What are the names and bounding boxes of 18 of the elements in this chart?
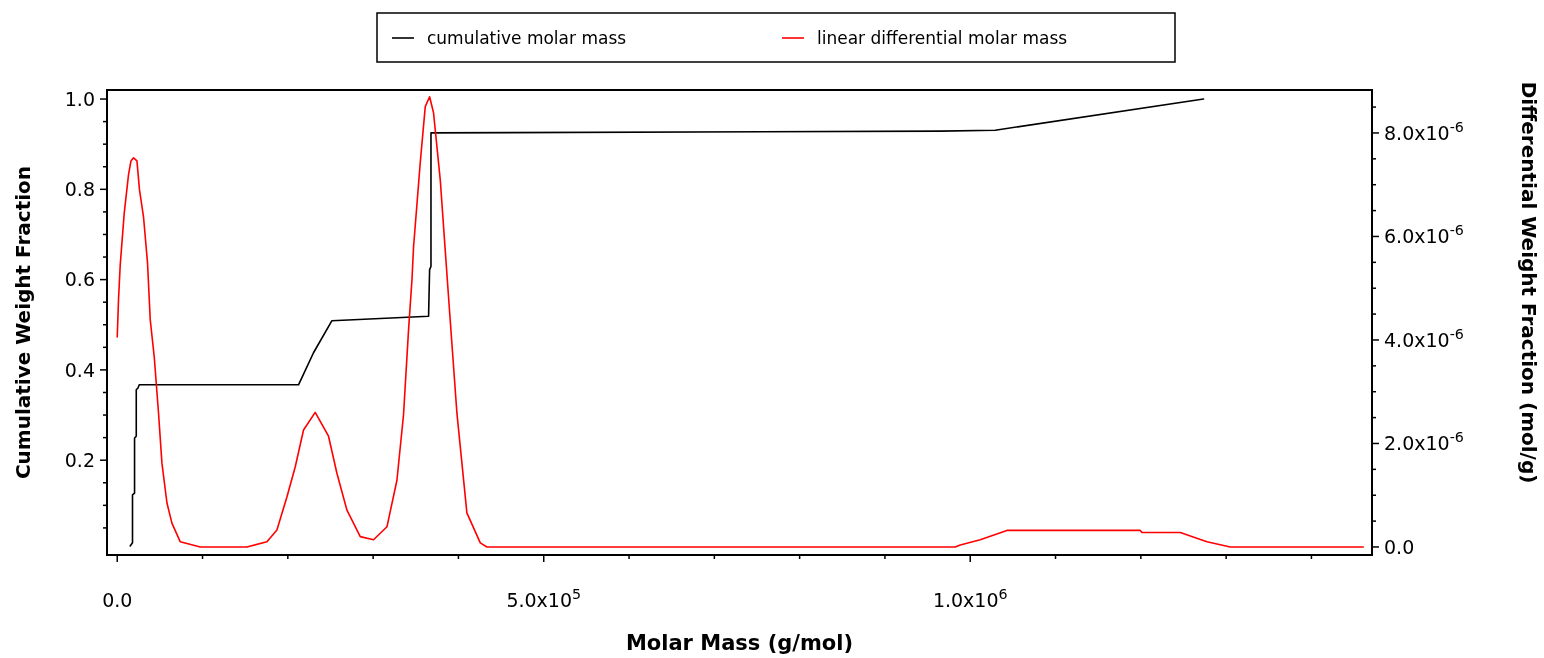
- y2-tick-label: 0.0: [1384, 535, 1415, 558]
- y2-tick-label: 2.0x10$^{-6}$: [1384, 429, 1464, 455]
- y2-tick-label: 8.0x10$^{-6}$: [1384, 118, 1464, 144]
- y-tick-label: 0.4: [64, 358, 95, 381]
- y-tick-label: 0.6: [64, 268, 95, 291]
- x-tick-label: 0.0: [102, 589, 133, 611]
- y-tick-label: 0.8: [64, 177, 95, 200]
- legend-label: linear differential molar mass: [817, 27, 1068, 48]
- y2-tick-label: 6.0x10$^{-6}$: [1384, 222, 1464, 248]
- legend-label: cumulative molar mass: [427, 27, 627, 48]
- y2-axis-title: Differential Weight Fraction (mol/g): [1517, 81, 1541, 484]
- x-tick-label: 5.0x10$^{5}$: [506, 586, 582, 611]
- y-tick-label: 0.2: [64, 448, 95, 471]
- y2-tick-label: 4.0x10$^{-6}$: [1384, 325, 1464, 351]
- y-axis-title: Cumulative Weight Fraction: [11, 165, 35, 480]
- x-axis-title: Molar Mass (g/mol): [625, 631, 854, 655]
- x-tick-label: 1.0x10$^{6}$: [932, 586, 1008, 611]
- y-tick-label: 1.0: [64, 87, 95, 110]
